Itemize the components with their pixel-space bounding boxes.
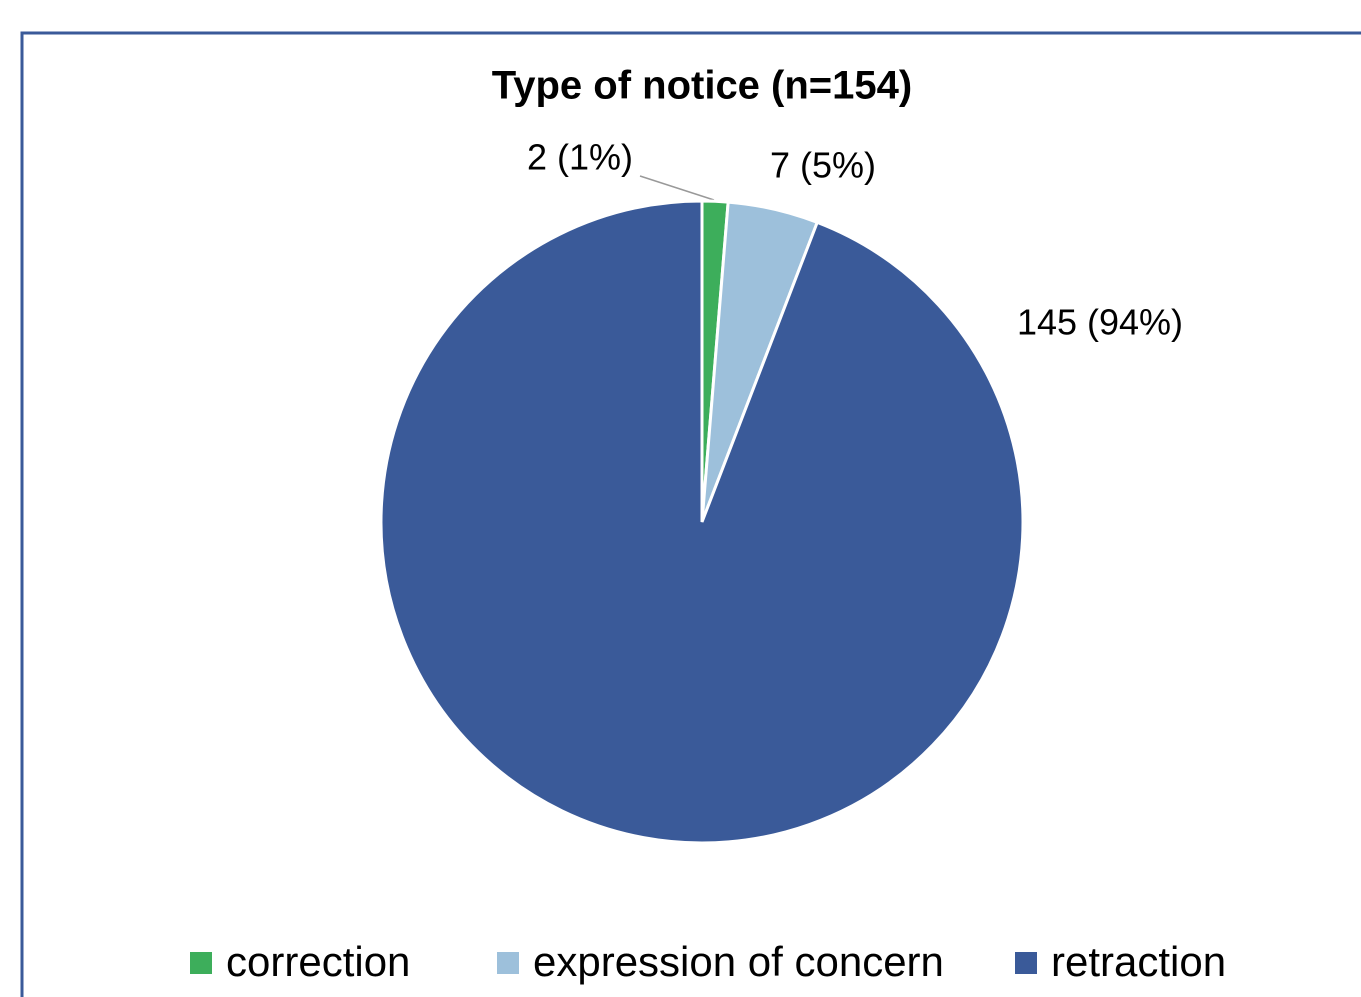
legend-swatch xyxy=(190,952,212,974)
leader-line xyxy=(639,175,715,201)
data-label: 7 (5%) xyxy=(770,145,876,186)
legend-label: correction xyxy=(226,938,410,985)
data-label: 2 (1%) xyxy=(527,137,633,178)
chart-title: Type of notice (n=154) xyxy=(492,64,912,108)
pie-slice xyxy=(379,199,1025,845)
legend-swatch xyxy=(497,952,519,974)
data-label: 145 (94%) xyxy=(1017,302,1183,343)
legend-label: expression of concern xyxy=(533,938,944,985)
legend-swatch xyxy=(1015,952,1037,974)
legend-label: retraction xyxy=(1051,938,1226,985)
